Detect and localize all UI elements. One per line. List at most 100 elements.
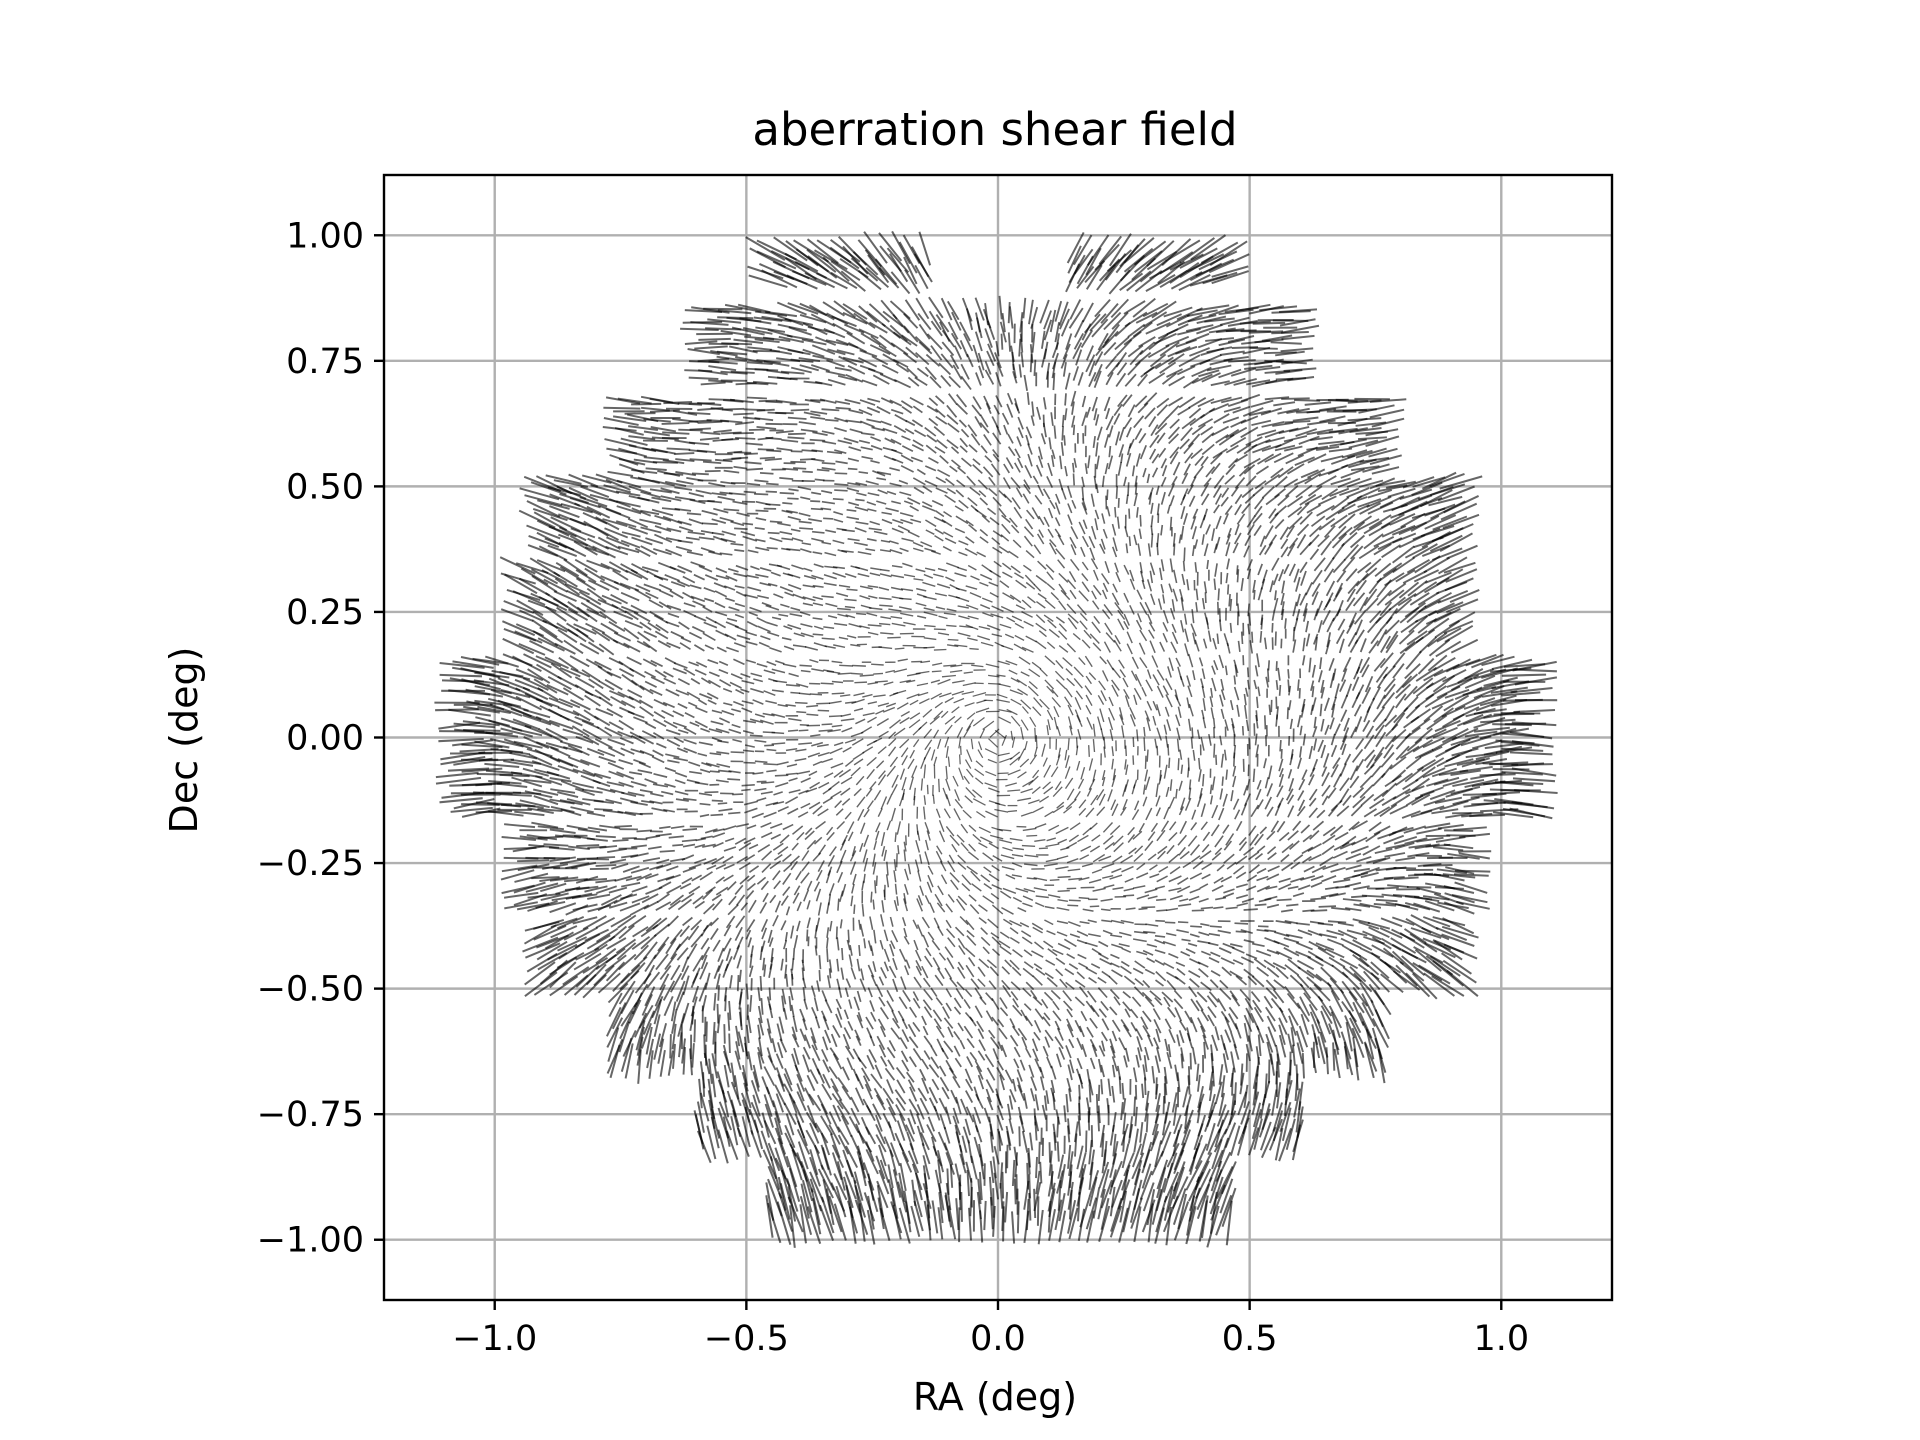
shear-whisker — [1147, 487, 1154, 500]
shear-whisker — [439, 797, 483, 804]
shear-whisker — [891, 457, 904, 464]
shear-whisker — [779, 834, 790, 844]
shear-whisker — [1122, 677, 1129, 688]
shear-whisker — [983, 395, 991, 410]
shear-whisker — [1279, 318, 1316, 327]
shear-whisker — [1298, 799, 1306, 812]
shear-whisker — [1005, 782, 1017, 787]
shear-whisker — [1392, 788, 1411, 800]
shear-whisker — [1085, 694, 1093, 707]
shear-whisker — [1189, 888, 1201, 894]
shear-whisker — [874, 680, 888, 683]
shear-whisker — [733, 465, 748, 470]
shear-whisker — [1224, 719, 1229, 731]
shear-whisker — [583, 709, 600, 721]
shear-whisker — [946, 414, 959, 425]
shear-whisker — [663, 677, 677, 685]
shear-whisker — [891, 783, 898, 795]
shear-whisker — [1338, 513, 1356, 529]
shear-whisker — [564, 582, 590, 596]
shear-whisker — [654, 525, 672, 533]
shear-whisker — [917, 895, 923, 906]
shear-whisker — [1249, 833, 1259, 846]
shear-whisker — [1361, 664, 1370, 678]
shear-whisker — [1144, 888, 1158, 894]
shear-whisker — [656, 858, 670, 864]
shear-whisker — [1307, 842, 1322, 853]
shear-whisker — [980, 604, 991, 610]
shear-whisker — [683, 602, 696, 608]
shear-whisker — [570, 527, 596, 539]
shear-whisker — [537, 499, 570, 510]
shear-whisker — [1085, 406, 1091, 418]
shear-whisker — [969, 647, 979, 650]
shear-whisker — [1261, 569, 1268, 584]
shear-whisker — [1013, 462, 1021, 473]
shear-whisker — [875, 822, 881, 833]
shear-whisker — [691, 625, 705, 634]
shear-whisker — [799, 611, 811, 617]
shear-whisker — [1101, 863, 1115, 869]
shear-whisker — [1256, 867, 1267, 875]
shear-whisker — [832, 322, 853, 336]
shear-whisker — [1156, 909, 1168, 912]
shear-whisker — [1031, 806, 1044, 814]
shear-whisker — [1381, 893, 1403, 898]
shear-whisker — [619, 737, 634, 745]
shear-whisker — [707, 699, 717, 705]
shear-whisker — [961, 297, 973, 322]
shear-whisker — [1284, 618, 1287, 629]
shear-whisker — [790, 366, 812, 374]
shear-whisker — [1353, 704, 1362, 717]
shear-whisker — [787, 497, 799, 500]
shear-whisker — [1263, 715, 1267, 730]
shear-whisker — [547, 675, 572, 691]
shear-whisker — [1280, 853, 1290, 863]
shear-whisker — [966, 865, 978, 875]
shear-whisker — [933, 573, 944, 578]
shear-whisker — [945, 825, 955, 837]
shear-whisker — [1032, 475, 1039, 485]
shear-whisker — [1372, 706, 1386, 723]
shear-whisker — [766, 660, 777, 666]
shear-whisker — [1250, 399, 1274, 408]
shear-whisker — [833, 518, 844, 523]
shear-whisker — [812, 602, 824, 607]
shear-whisker — [1179, 749, 1183, 760]
shear-whisker — [1101, 776, 1106, 787]
shear-whisker — [786, 763, 798, 768]
shear-whisker — [969, 486, 981, 496]
shear-whisker — [1447, 852, 1480, 860]
shear-whisker — [790, 460, 806, 464]
shear-whisker — [1424, 514, 1457, 530]
shear-whisker — [1151, 453, 1160, 464]
shear-whisker — [945, 794, 951, 807]
shear-whisker — [1209, 403, 1229, 413]
shear-whisker — [1356, 855, 1372, 863]
shear-whisker — [1380, 635, 1391, 653]
shear-whisker — [1255, 744, 1260, 758]
shear-whisker — [948, 375, 961, 389]
shear-whisker — [676, 479, 694, 485]
shear-whisker — [1288, 778, 1295, 792]
shear-whisker — [1159, 769, 1162, 781]
shear-whisker — [1204, 612, 1209, 625]
shear-whisker — [1066, 841, 1078, 849]
shear-whisker — [909, 776, 915, 790]
shear-whisker — [1118, 659, 1125, 669]
shear-whisker — [716, 763, 731, 768]
shear-whisker — [704, 972, 711, 990]
shear-whisker — [677, 580, 691, 588]
shear-whisker — [643, 630, 658, 639]
shear-whisker — [563, 639, 584, 655]
shear-whisker — [549, 876, 579, 882]
shear-whisker — [812, 617, 823, 621]
shear-whisker — [1096, 806, 1106, 817]
shear-whisker — [1000, 854, 1015, 860]
shear-whisker — [1355, 421, 1387, 427]
shear-whisker — [1320, 718, 1325, 732]
shear-whisker — [974, 415, 983, 429]
shear-whisker — [1067, 245, 1082, 274]
shear-whisker — [1310, 875, 1324, 882]
shear-whisker — [1183, 442, 1194, 455]
